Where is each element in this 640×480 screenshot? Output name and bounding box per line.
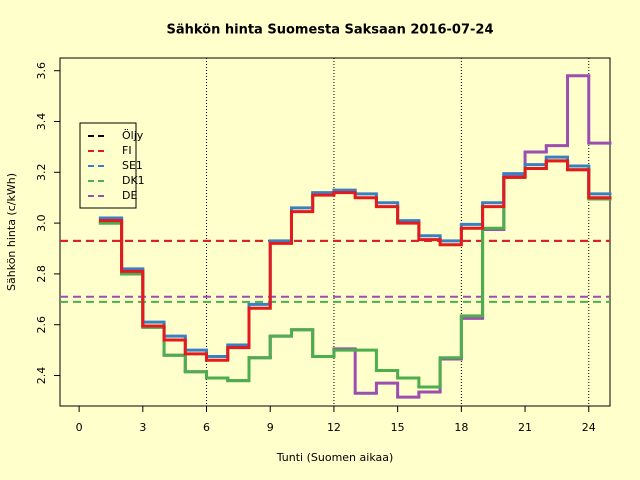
x-tick-label: 15 (391, 421, 405, 434)
legend-label: SE1 (122, 159, 143, 172)
x-tick-label: 12 (327, 421, 341, 434)
x-tick-label: 6 (203, 421, 210, 434)
y-tick-label: 3.2 (35, 164, 48, 182)
x-axis-label: Tunti (Suomen aikaa) (276, 451, 394, 464)
y-axis-label: Sähkön hinta (c/kWh) (5, 173, 18, 291)
x-tick-label: 24 (582, 421, 596, 434)
legend-label: DK1 (122, 174, 145, 187)
x-tick-label: 18 (454, 421, 468, 434)
legend-label: FI (122, 144, 132, 157)
y-tick-label: 2.6 (35, 316, 48, 334)
x-tick-label: 0 (76, 421, 83, 434)
x-tick-label: 21 (518, 421, 532, 434)
y-tick-label: 2.8 (35, 265, 48, 283)
legend-box (79, 122, 137, 209)
y-tick-label: 3.6 (35, 62, 48, 80)
y-tick-label: 3.0 (35, 214, 48, 232)
legend-label: DE (122, 189, 137, 202)
y-tick-label: 3.4 (35, 113, 48, 131)
legend-label: Öljy (122, 129, 144, 142)
plot-frame (59, 57, 611, 407)
chart-title: Sähkön hinta Suomesta Saksaan 2016-07-24 (166, 23, 493, 38)
x-tick-label: 9 (267, 421, 274, 434)
y-tick-label: 2.4 (35, 367, 48, 385)
x-tick-label: 3 (139, 421, 146, 434)
